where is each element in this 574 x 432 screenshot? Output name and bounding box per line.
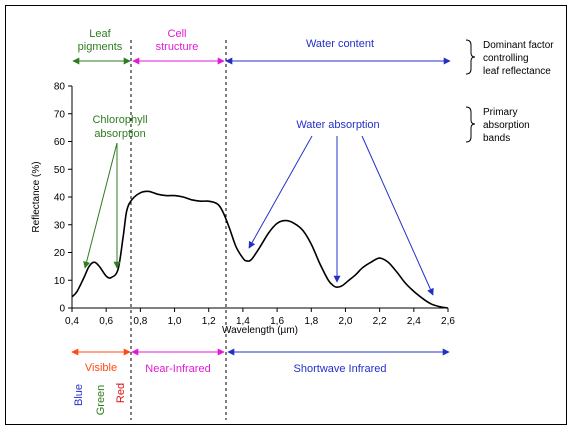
label-green: Green	[95, 385, 107, 416]
x-axis-label: Wavelength (µm)	[222, 325, 298, 336]
arrow-water-2500	[361, 135, 434, 296]
x-tick-label: 0,4	[65, 316, 79, 327]
label-cell-structure-line1: Cell	[168, 28, 187, 40]
y-tick-label: 30	[54, 220, 66, 231]
brace-dominant-factor	[465, 39, 476, 75]
arrow-water-1450	[248, 135, 313, 249]
label-leaf-pigments-line2: pigments	[78, 41, 123, 53]
y-tick-label: 70	[54, 109, 66, 120]
x-tick-label: 2,2	[373, 316, 387, 327]
label-shortwave-infrared: Shortwave Infrared	[294, 363, 387, 375]
label-blue: Blue	[73, 384, 85, 406]
y-tick-label: 40	[54, 193, 66, 204]
label-red: Red	[115, 383, 127, 403]
x-tick-label: 2,4	[407, 316, 421, 327]
bottom-region-labels: Visible Near-Infrared Shortwave Infrared…	[71, 348, 450, 416]
label-primary-bands-2: absorption	[483, 120, 530, 131]
y-tick-label: 60	[54, 137, 66, 148]
label-leaf-pigments-line1: Leaf	[89, 28, 111, 40]
y-axis-label: Reflectance (%)	[31, 161, 42, 232]
label-cell-structure-line2: structure	[156, 41, 199, 53]
label-dominant-factor-3: leaf reflectance	[483, 66, 551, 77]
x-tick-label: 1,2	[202, 316, 216, 327]
y-tick-label: 50	[54, 165, 66, 176]
label-dominant-factor-2: controlling	[483, 53, 529, 64]
label-water-content: Water content	[306, 38, 374, 50]
x-tick-label: 1,0	[168, 316, 182, 327]
label-dominant-factor-1: Dominant factor	[483, 40, 554, 51]
label-chlorophyll-2: absorption	[94, 128, 145, 140]
label-near-infrared: Near-Infrared	[145, 363, 210, 375]
y-tick-label: 80	[54, 82, 66, 93]
y-tick-label: 10	[54, 276, 66, 287]
top-region-labels: Leaf pigments Cell structure Water conte…	[72, 28, 554, 144]
brace-primary-bands	[465, 106, 476, 143]
y-ticks: 0 10 20 30 40 50 60 70 80	[54, 82, 72, 315]
label-visible: Visible	[85, 362, 117, 374]
x-tick-label: 1,4	[236, 316, 250, 327]
x-tick-label: 2,0	[339, 316, 353, 327]
y-tick-label: 0	[59, 304, 65, 315]
label-chlorophyll-1: Chlorophyll	[92, 114, 147, 126]
x-tick-label: 2,6	[441, 316, 455, 327]
axes: 0 10 20 30 40 50 60 70 80 0,4 0,6 0,8 1,0 1,2 1,4 1,6 1…	[31, 82, 455, 337]
x-tick-label: 1,6	[270, 316, 284, 327]
arrow-chlorophyll-blue	[83, 142, 118, 269]
label-water-absorption: Water absorption	[296, 119, 379, 131]
figure-border	[5, 5, 567, 425]
x-tick-label: 0,6	[99, 316, 113, 327]
label-primary-bands-3: bands	[483, 133, 510, 144]
y-tick-label: 20	[54, 248, 66, 259]
x-ticks: 0,4 0,6 0,8 1,0 1,2 1,4 1,6 1,8 2,0 2,2 2,4 2,6	[65, 308, 455, 327]
x-tick-label: 0,8	[133, 316, 147, 327]
x-tick-label: 1,8	[304, 316, 318, 327]
absorption-annotations: Chlorophyll absorption Water absorption	[83, 114, 434, 296]
reflectance-curve	[71, 190, 449, 309]
label-primary-bands-1: Primary	[483, 107, 517, 118]
